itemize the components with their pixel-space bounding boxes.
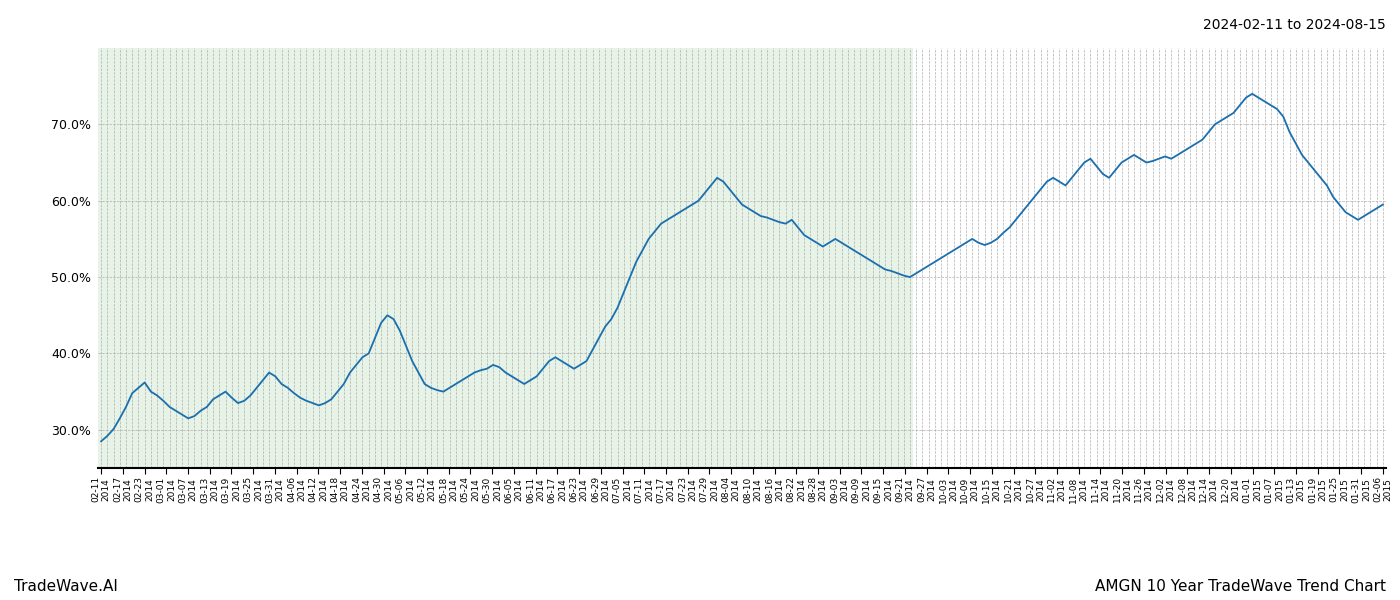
Text: 2024-02-11 to 2024-08-15: 2024-02-11 to 2024-08-15 (1203, 18, 1386, 32)
Text: TradeWave.AI: TradeWave.AI (14, 579, 118, 594)
Bar (98, 48, 913, 468)
Text: AMGN 10 Year TradeWave Trend Chart: AMGN 10 Year TradeWave Trend Chart (1095, 579, 1386, 594)
